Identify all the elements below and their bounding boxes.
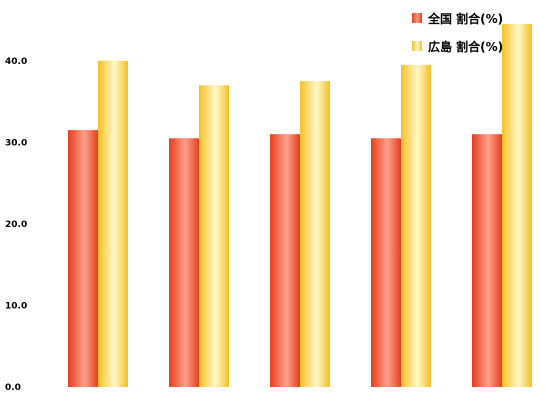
legend-item-national: 全国 割合(%) [412,4,503,32]
bar-national [472,134,502,387]
legend-swatch-hiroshima [412,41,422,51]
bar-national [371,138,401,387]
y-tick-label: 40.0 [5,57,27,67]
y-tick-label: 30.0 [5,138,27,148]
legend: 全国 割合(%) 広島 割合(%) [412,4,503,60]
y-tick-label: 10.0 [5,301,27,311]
legend-swatch-national [412,13,422,23]
bar-national [169,138,199,387]
y-tick-label: 20.0 [5,220,27,230]
y-tick-label: 0.0 [5,383,21,393]
bar-national [68,130,98,387]
bar-hiroshima [300,81,330,388]
bar-hiroshima [502,24,532,387]
bar-hiroshima [401,64,431,387]
legend-label-national: 全国 割合(%) [428,11,504,26]
bar-hiroshima [98,60,128,388]
legend-item-hiroshima: 広島 割合(%) [412,32,503,60]
bar-national [270,134,300,387]
bar-hiroshima [199,85,229,387]
legend-label-hiroshima: 広島 割合(%) [428,39,504,54]
